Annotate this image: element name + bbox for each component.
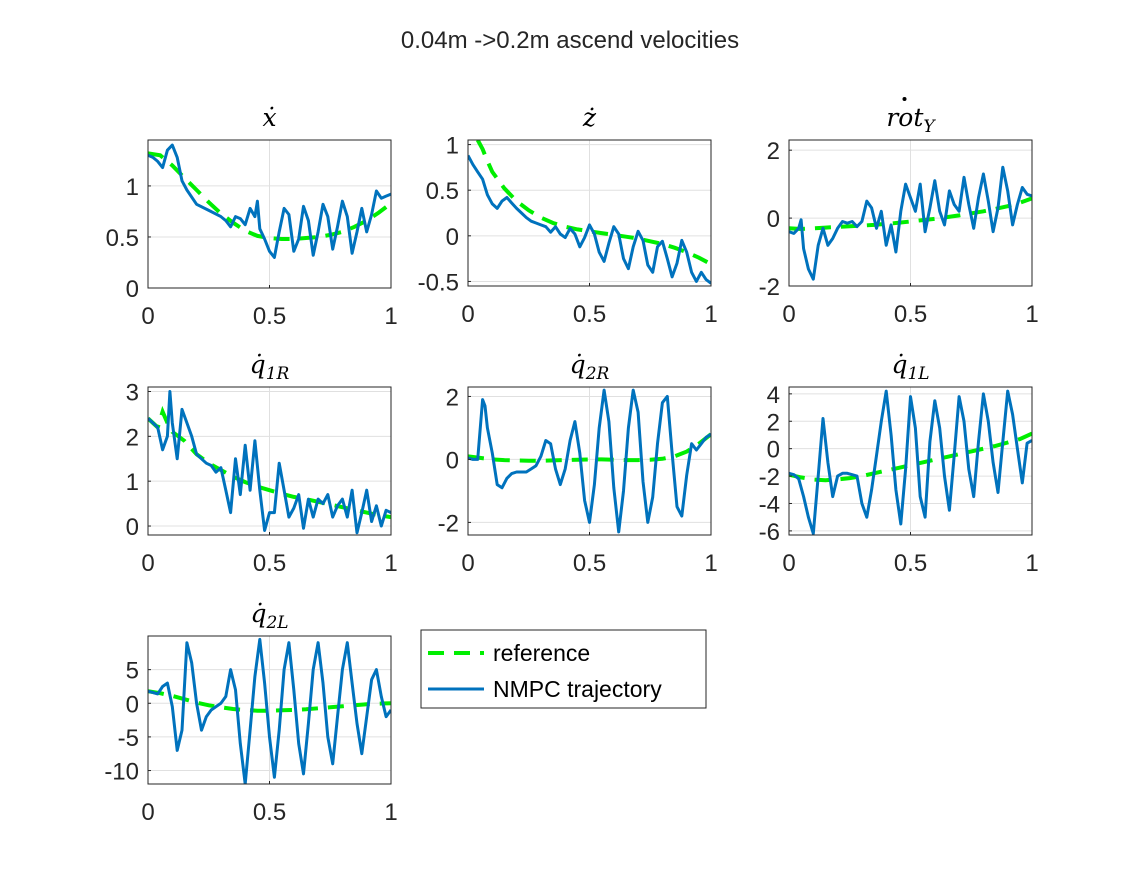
x-tick-label: 0 bbox=[461, 550, 474, 577]
series-line-reference bbox=[468, 432, 711, 463]
subplot-title-main: q̇ bbox=[250, 599, 266, 628]
figure-title: 0.04m ->0.2m ascend velocities bbox=[401, 27, 739, 54]
subplot-title: q̇2L bbox=[250, 599, 288, 633]
subplot-title-main: ż bbox=[582, 103, 597, 132]
subplot-title-subscript: 1L bbox=[907, 364, 929, 384]
x-tick-label: 1 bbox=[384, 303, 397, 330]
derivative-dot bbox=[902, 97, 907, 101]
y-tick-label: 1 bbox=[126, 469, 139, 496]
subplot-title: rotY bbox=[886, 103, 936, 137]
x-tick-label: 0 bbox=[141, 799, 154, 826]
series-line-reference bbox=[148, 405, 391, 520]
y-tick-label: 2 bbox=[126, 424, 139, 451]
x-tick-label: 0.5 bbox=[253, 799, 286, 826]
y-tick-label: 4 bbox=[767, 382, 780, 409]
y-tick-label: 0 bbox=[446, 224, 459, 251]
subplot-title-main: q̇ bbox=[250, 350, 266, 379]
series-line-reference bbox=[148, 151, 391, 241]
subplot-1: 0 0.5 1 0 0.5 1 ẋ bbox=[106, 103, 398, 330]
subplot-title-main: ẋ bbox=[262, 103, 276, 132]
series-line-nmpc-trajectory bbox=[148, 637, 391, 784]
y-tick-label: 0 bbox=[767, 437, 780, 464]
subplot-title: ẋ bbox=[262, 103, 276, 132]
series-line-nmpc-trajectory bbox=[148, 143, 391, 259]
x-tick-label: 0 bbox=[141, 303, 154, 330]
subplot-title: q̇2R bbox=[570, 350, 610, 384]
y-tick-label: 0 bbox=[126, 276, 139, 303]
subplot-title: ż bbox=[582, 103, 597, 132]
legend-label-reference: reference bbox=[493, 640, 590, 666]
y-tick-label: -2 bbox=[759, 274, 780, 301]
x-tick-label: 0.5 bbox=[573, 550, 606, 577]
series-line-reference bbox=[148, 689, 391, 713]
x-tick-label: 1 bbox=[1025, 550, 1038, 577]
x-tick-label: 0.5 bbox=[894, 301, 927, 328]
subplot-title-subscript: Y bbox=[923, 117, 936, 137]
y-tick-label: 0.5 bbox=[106, 225, 139, 252]
series-line-nmpc-trajectory bbox=[148, 390, 391, 535]
y-tick-label: -2 bbox=[759, 464, 780, 491]
y-tick-label: -5 bbox=[118, 725, 139, 752]
legend: reference NMPC trajectory bbox=[420, 629, 707, 709]
x-tick-label: 1 bbox=[384, 799, 397, 826]
subplot-2: 0 0.5 1-0.500.51ż bbox=[418, 103, 718, 328]
subplot-title-main: rot bbox=[886, 103, 924, 132]
y-tick-label: 2 bbox=[446, 384, 459, 411]
y-tick-label: 0 bbox=[126, 514, 139, 541]
subplot-title: q̇1L bbox=[891, 350, 929, 384]
subplot-title-subscript: 2R bbox=[585, 364, 610, 384]
x-tick-label: 0.5 bbox=[253, 550, 286, 577]
x-tick-label: 1 bbox=[1025, 301, 1038, 328]
y-tick-label: 0 bbox=[446, 447, 459, 474]
y-tick-label: -0.5 bbox=[418, 269, 459, 296]
x-tick-label: 0 bbox=[461, 301, 474, 328]
series-line-nmpc-trajectory bbox=[789, 389, 1032, 535]
series-line-nmpc-trajectory bbox=[468, 154, 711, 285]
x-tick-label: 0.5 bbox=[894, 550, 927, 577]
x-tick-label: 0.5 bbox=[253, 303, 286, 330]
legend-label-nmpc: NMPC trajectory bbox=[493, 676, 662, 702]
x-tick-label: 0 bbox=[782, 550, 795, 577]
x-tick-label: 1 bbox=[704, 550, 717, 577]
x-tick-label: 1 bbox=[704, 301, 717, 328]
y-tick-label: 5 bbox=[126, 658, 139, 685]
series-line-nmpc-trajectory bbox=[468, 388, 711, 534]
x-tick-label: 1 bbox=[384, 550, 397, 577]
y-tick-label: -10 bbox=[104, 759, 139, 786]
y-tick-label: -6 bbox=[759, 519, 780, 546]
y-tick-label: 3 bbox=[126, 379, 139, 406]
y-tick-label: 2 bbox=[767, 409, 780, 436]
x-tick-label: 0 bbox=[141, 550, 154, 577]
series-line-nmpc-trajectory bbox=[789, 165, 1032, 281]
subplot-title-subscript: 1R bbox=[266, 364, 290, 384]
subplot-4: 0 0.5 1 0 1 2 3 q̇1R bbox=[126, 350, 398, 577]
subplot-title: q̇1R bbox=[250, 350, 290, 384]
subplot-7: 0 0.5 1 -10 -5 0 5 q̇2L bbox=[104, 599, 397, 826]
y-tick-label: 1 bbox=[126, 174, 139, 201]
y-tick-label: 0 bbox=[126, 691, 139, 718]
subplot-title-main: q̇ bbox=[570, 350, 586, 379]
y-tick-label: -4 bbox=[759, 491, 780, 518]
subplot-title-subscript: 2L bbox=[265, 613, 288, 633]
x-tick-label: 0.5 bbox=[573, 301, 606, 328]
y-tick-label: 2 bbox=[767, 138, 780, 165]
series-line-reference bbox=[789, 196, 1032, 232]
y-tick-label: 0 bbox=[767, 206, 780, 233]
x-tick-label: 0 bbox=[782, 301, 795, 328]
legend-box bbox=[420, 629, 707, 709]
y-tick-label: -2 bbox=[438, 510, 459, 537]
y-tick-label: 0.5 bbox=[426, 178, 459, 205]
y-tick-label: 1 bbox=[446, 133, 459, 160]
subplot-title-main: q̇ bbox=[891, 350, 907, 379]
